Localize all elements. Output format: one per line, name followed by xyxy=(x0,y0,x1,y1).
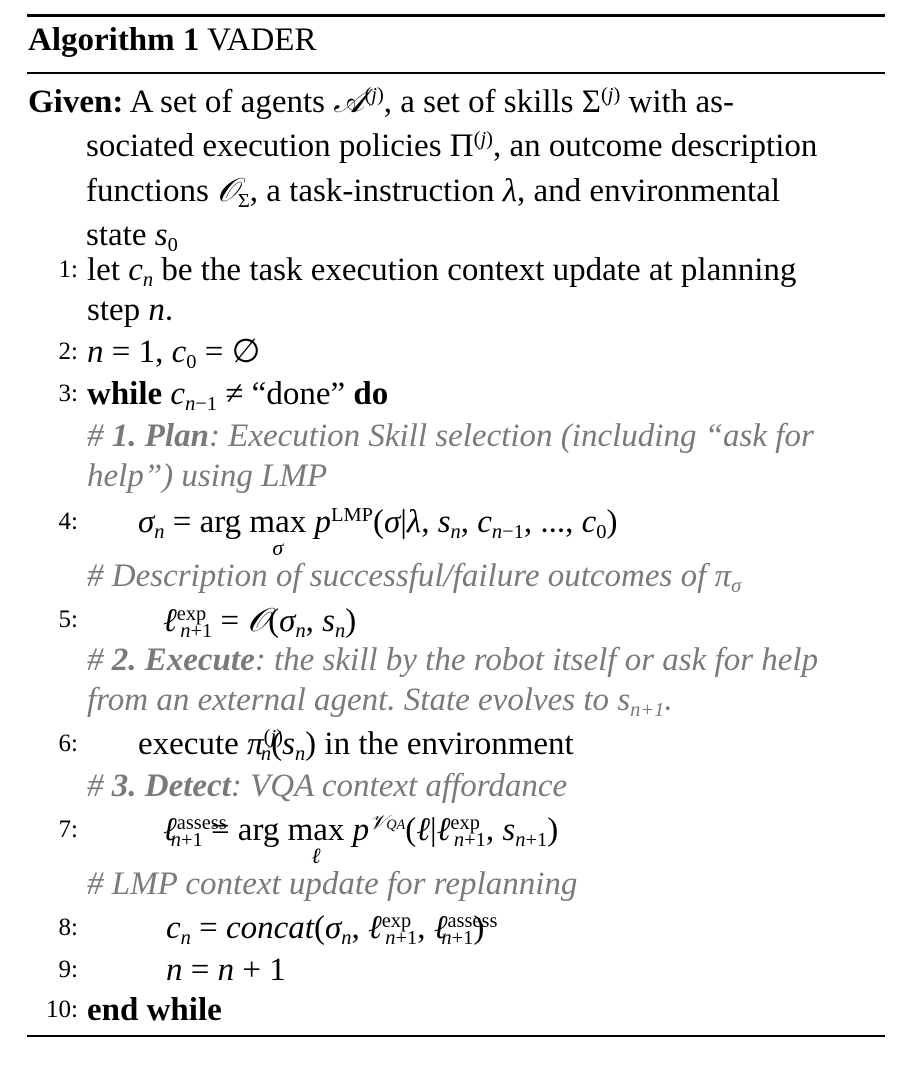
comment-heading: 1. Plan xyxy=(111,418,209,454)
line-number: 9: xyxy=(58,956,78,983)
line-number: 10: xyxy=(46,996,78,1023)
do-keyword: do xyxy=(353,376,389,412)
comment-text: help”) using LMP xyxy=(87,458,328,494)
end-while-keyword: end while xyxy=(87,992,222,1028)
step-text: let xyxy=(87,252,120,288)
step-text: in the environment xyxy=(324,726,574,762)
given-text: A set of agents xyxy=(129,84,325,120)
line-number: 3: xyxy=(58,380,78,407)
given-block: Given: A set of agents 𝒜(j), a set of sk… xyxy=(28,81,818,257)
while-keyword: while xyxy=(87,376,163,412)
comment-text: Description of successful/failure outcom… xyxy=(111,558,707,594)
given-text: sociated execution policies xyxy=(86,128,442,164)
line-number: 1: xyxy=(58,256,78,283)
line-number: 7: xyxy=(58,816,78,843)
comment-heading: 2. Execute xyxy=(111,642,255,678)
step-text: step xyxy=(87,292,141,328)
comment-text: : VQA context affordance xyxy=(230,768,568,804)
comment-heading: 3. Detect xyxy=(111,768,231,804)
step-text: be the task execution context update at … xyxy=(161,252,797,288)
given-text: state xyxy=(86,217,147,253)
comment-text: LMP context update for replanning xyxy=(111,866,578,902)
top-rule xyxy=(27,14,885,17)
given-text: , and environmental xyxy=(517,173,781,209)
caption-rule xyxy=(27,72,885,74)
given-text: , a set of skills xyxy=(383,84,574,120)
given-text: , a task-instruction xyxy=(249,173,495,209)
given-keyword: Given: xyxy=(28,84,124,120)
line-number: 4: xyxy=(58,508,78,535)
algorithm-name: VADER xyxy=(207,22,317,58)
given-text: , an outcome description xyxy=(492,128,818,164)
step-text: execute xyxy=(138,726,239,762)
comment-text: : the skill by the robot itself or ask f… xyxy=(254,642,819,678)
line-number: 8: xyxy=(58,914,78,941)
line-number: 2: xyxy=(58,338,78,365)
comment-text: : Execution Skill selection (including “… xyxy=(208,418,814,454)
line-number: 5: xyxy=(58,606,78,633)
given-text: functions xyxy=(86,173,209,209)
algorithm-caption: Algorithm 1 VADER xyxy=(28,20,316,60)
algorithm-label: Algorithm 1 xyxy=(28,22,200,58)
comment-text: from an external agent. State evolves to xyxy=(87,682,610,718)
line-number: 6: xyxy=(58,730,78,757)
bottom-rule xyxy=(27,1035,885,1037)
step-text: “done” xyxy=(251,376,346,412)
given-text: with as- xyxy=(628,84,734,120)
